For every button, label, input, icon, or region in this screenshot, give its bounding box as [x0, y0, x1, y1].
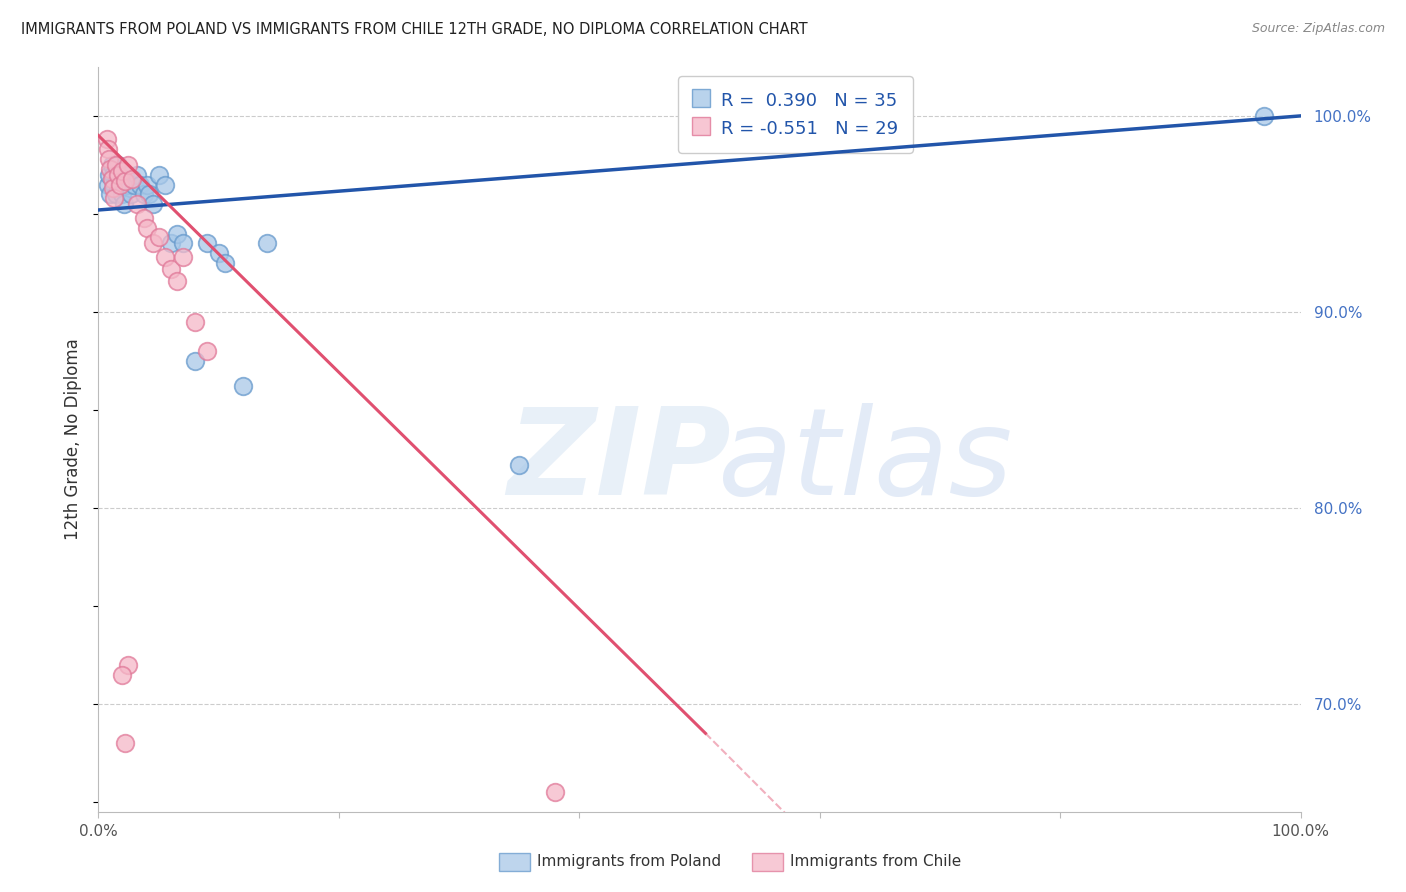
Point [141, 197, 163, 211]
Point [117, 657, 139, 672]
Point [105, 158, 128, 172]
Y-axis label: 12th Grade, No Diploma: 12th Grade, No Diploma [65, 338, 83, 541]
Point [108, 168, 131, 182]
Point [114, 168, 136, 182]
Point [195, 344, 218, 359]
Point [114, 173, 136, 187]
Point [153, 178, 176, 192]
Text: Immigrants from Poland: Immigrants from Poland [537, 855, 721, 869]
Point [135, 220, 157, 235]
Point [111, 163, 134, 178]
Point [121, 171, 143, 186]
Point [256, 236, 278, 251]
Point [125, 168, 148, 182]
Point [125, 197, 148, 211]
Point [117, 158, 139, 172]
Text: atlas: atlas [717, 403, 1012, 520]
Point [112, 197, 135, 211]
Legend: R =  0.390   N = 35, R = -0.551   N = 29: R = 0.390 N = 35, R = -0.551 N = 29 [678, 76, 912, 153]
Point [96, 132, 118, 146]
Point [1253, 109, 1275, 123]
Text: IMMIGRANTS FROM POLAND VS IMMIGRANTS FROM CHILE 12TH GRADE, NO DIPLOMA CORRELATI: IMMIGRANTS FROM POLAND VS IMMIGRANTS FRO… [21, 22, 807, 37]
Point [159, 236, 181, 251]
Point [117, 178, 139, 192]
Point [153, 250, 176, 264]
Point [100, 171, 122, 186]
Point [544, 785, 567, 799]
Point [100, 161, 122, 176]
Point [148, 230, 170, 244]
Point [214, 256, 236, 270]
Point [135, 178, 157, 192]
Point [208, 246, 231, 260]
Point [148, 168, 170, 182]
Point [101, 168, 124, 182]
Point [101, 181, 124, 195]
Point [166, 227, 188, 241]
Point [195, 236, 218, 251]
Point [97, 178, 120, 192]
Point [508, 458, 530, 472]
Point [172, 236, 194, 251]
Point [103, 191, 125, 205]
Point [97, 142, 120, 156]
Point [103, 178, 125, 192]
Point [108, 178, 131, 192]
Point [232, 379, 254, 393]
Text: ZIP: ZIP [508, 403, 731, 520]
Point [141, 236, 163, 251]
Point [159, 261, 181, 276]
Point [107, 158, 129, 172]
Point [107, 168, 129, 182]
Point [98, 152, 121, 166]
Point [183, 354, 205, 368]
Point [132, 211, 155, 225]
Text: Source: ZipAtlas.com: Source: ZipAtlas.com [1251, 22, 1385, 36]
Point [124, 178, 146, 192]
Point [172, 250, 194, 264]
Point [100, 187, 122, 202]
Point [108, 178, 131, 192]
Point [111, 667, 134, 681]
Point [111, 187, 134, 202]
Point [166, 274, 188, 288]
Point [105, 187, 128, 202]
Text: Immigrants from Chile: Immigrants from Chile [790, 855, 962, 869]
Point [120, 187, 142, 202]
Point [114, 736, 136, 750]
Point [98, 168, 121, 182]
Point [183, 315, 205, 329]
Point [138, 187, 160, 202]
Point [132, 187, 155, 202]
Point [129, 178, 152, 192]
Point [100, 158, 122, 172]
